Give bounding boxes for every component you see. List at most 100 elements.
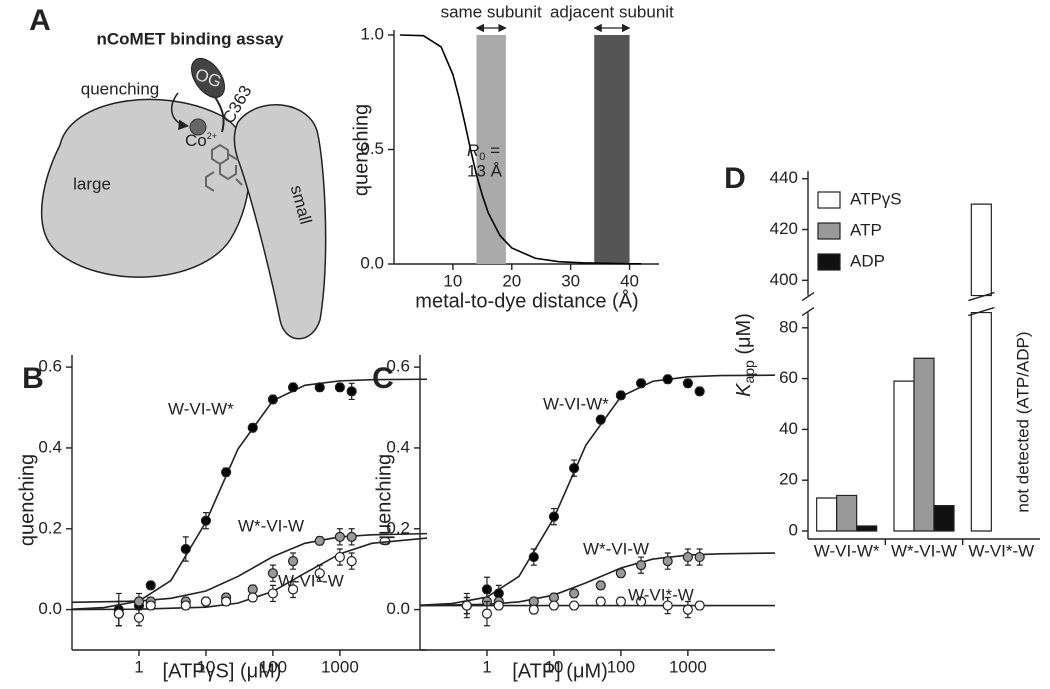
large-domain xyxy=(40,98,251,278)
bar xyxy=(913,357,935,532)
legend-label: ATP xyxy=(850,220,882,239)
data-point xyxy=(595,580,606,591)
data-point xyxy=(615,390,627,401)
data-point xyxy=(145,600,156,611)
r0-subscript: 0 xyxy=(479,151,485,163)
quenching-label: quenching xyxy=(81,79,159,98)
data-point xyxy=(595,596,606,607)
y-tick-label: 420 xyxy=(770,219,798,238)
metal-ion xyxy=(189,118,207,136)
distance-band xyxy=(594,35,630,264)
dye xyxy=(190,57,226,99)
data-point xyxy=(145,580,156,591)
bar xyxy=(816,497,838,532)
x-tick-label: 10 xyxy=(196,657,215,676)
y-tick-label: 0.0 xyxy=(386,599,410,618)
fit-curve xyxy=(71,378,428,610)
data-point xyxy=(346,386,357,397)
data-point xyxy=(220,467,232,478)
y-tick-label: 1.0 xyxy=(360,24,384,43)
panel-label: A xyxy=(29,4,51,37)
data-point xyxy=(548,511,560,522)
not-detected-note: not detected (ATP/ADP) xyxy=(1013,331,1032,512)
x-tick-label: W*-VI-W xyxy=(891,541,957,560)
data-point xyxy=(548,600,560,611)
x-axis-label: [ATPγS] (μM) xyxy=(163,660,282,682)
quenching-arrow xyxy=(170,92,190,131)
data-point xyxy=(615,568,627,579)
data-point xyxy=(267,394,279,405)
data-point xyxy=(247,422,258,433)
r0-symbol: R xyxy=(467,141,479,160)
y-tick-label: 20 xyxy=(779,470,798,489)
data-point xyxy=(528,551,539,563)
y-tick-label: 400 xyxy=(770,270,798,289)
data-point xyxy=(595,414,606,425)
x-tick-label: 10 xyxy=(544,657,563,676)
legend-swatch xyxy=(817,253,841,271)
bar xyxy=(893,380,915,532)
y-tick-label: 0 xyxy=(789,520,798,539)
band-label: same subunit xyxy=(441,2,542,21)
linker xyxy=(214,96,225,133)
series-label: W-VI-W* xyxy=(543,394,609,413)
y-tick-label: 0.0 xyxy=(38,599,62,618)
data-point xyxy=(334,531,345,542)
curve xyxy=(399,34,642,265)
y-tick-label: 0.4 xyxy=(38,437,62,456)
data-point xyxy=(180,543,191,555)
y-tick-label: 0.6 xyxy=(386,357,410,376)
r0-annotation: R0 = xyxy=(467,141,500,162)
data-point xyxy=(267,588,279,599)
y-label-unit: (μM) xyxy=(733,313,755,360)
x-tick-label: 40 xyxy=(620,271,639,290)
data-point xyxy=(493,600,504,611)
data-point xyxy=(346,531,357,542)
data-point xyxy=(662,555,673,567)
data-point xyxy=(113,608,124,619)
bar-break xyxy=(968,291,995,317)
legend-label: ADP xyxy=(850,251,885,270)
x-tick-label: 1 xyxy=(482,657,491,676)
data-point xyxy=(133,612,145,623)
data-point xyxy=(247,592,258,603)
data-point xyxy=(662,600,673,611)
fit-curve xyxy=(419,374,776,606)
x-axis-label: metal-to-dye distance (Å) xyxy=(415,289,638,312)
data-point xyxy=(682,378,693,389)
series-label: W*-VI-W xyxy=(238,516,304,535)
data-point xyxy=(200,515,212,526)
y-axis-label: quenching xyxy=(350,104,372,196)
y-tick-label: 0.5 xyxy=(360,139,384,158)
bar xyxy=(933,505,955,532)
data-point xyxy=(528,604,539,615)
data-point xyxy=(694,386,705,397)
x-tick-label: W-VI-W* xyxy=(814,541,880,560)
data-point xyxy=(334,382,345,393)
y-label-main: K xyxy=(733,382,755,397)
x-axis-label: [ATP] (μM) xyxy=(512,660,608,682)
binding-diagram: nCoMET binding assay quenching OG C363 C… xyxy=(40,29,327,340)
data-point xyxy=(220,596,232,607)
y-tick-label: 0.6 xyxy=(38,357,62,376)
data-point xyxy=(314,568,325,579)
r0-value: 13 Å xyxy=(467,161,503,180)
y-tick-label: 40 xyxy=(779,419,798,438)
bar xyxy=(970,203,992,532)
small-domain xyxy=(233,104,327,340)
panel-label: B xyxy=(22,362,44,395)
data-point xyxy=(694,600,705,611)
y-axis-label: quenching xyxy=(16,454,38,546)
series-label: W*-VI-W xyxy=(583,539,649,558)
y-tick-label: 0.2 xyxy=(386,518,410,537)
x-tick-label: 10 xyxy=(443,271,462,290)
data-point xyxy=(346,555,357,567)
data-point xyxy=(635,560,647,571)
data-point xyxy=(287,555,299,567)
metal-text: Co xyxy=(185,131,207,150)
data-point xyxy=(314,535,325,546)
y-tick-label: 80 xyxy=(779,317,798,336)
legend-swatch xyxy=(817,191,841,209)
bar xyxy=(856,525,878,532)
